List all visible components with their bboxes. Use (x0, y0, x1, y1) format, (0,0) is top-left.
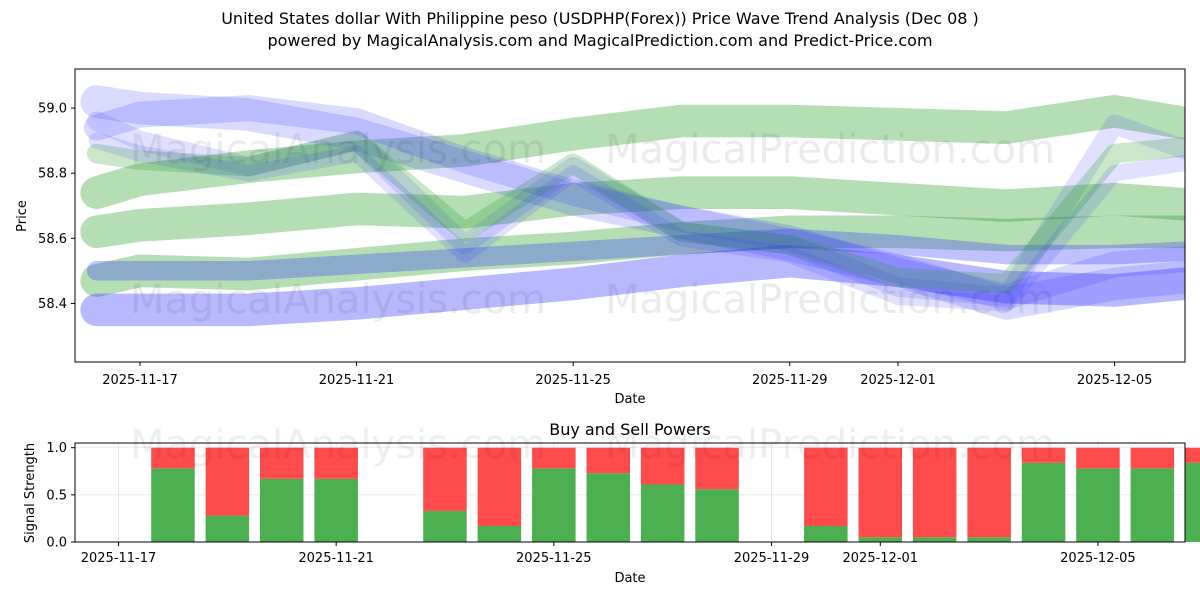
watermark-text: MagicalAnalysis.com (130, 422, 546, 468)
signal-watermarks: MagicalAnalysis.com MagicalPrediction.co… (130, 422, 1055, 468)
sell-bar (586, 447, 630, 474)
price-x-ticks: 2025-11-17 2025-11-21 2025-11-25 2025-11-29… (102, 362, 1152, 388)
buy-bar (205, 515, 250, 542)
buy-bar (314, 478, 358, 542)
y-tick-label: 58.8 (38, 167, 67, 182)
buy-bar (1076, 468, 1120, 542)
watermark-text: MagicalAnalysis.com (130, 277, 546, 323)
price-x-axis-label: Date (614, 392, 645, 407)
x-tick-label: 2025-11-29 (752, 373, 828, 388)
x-tick-label: 2025-11-21 (298, 551, 374, 566)
buy-bar (1021, 462, 1066, 542)
x-tick-label: 2025-12-01 (860, 373, 936, 388)
sell-bar (205, 447, 250, 516)
chart-title-block: United States dollar With Philippine pes… (0, 8, 1200, 52)
y-tick-label: 58.4 (38, 297, 67, 312)
price-panel: MagicalAnalysis.com MagicalPrediction.co… (15, 68, 1186, 407)
signal-x-ticks: 2025-11-17 2025-11-21 2025-11-25 2025-11-29… (81, 542, 1136, 566)
sell-bar (1076, 447, 1120, 469)
price-wave-band (80, 215, 1185, 297)
y-tick-label: 1.0 (46, 441, 67, 456)
signal-x-axis-label: Date (614, 571, 645, 586)
watermark-text: MagicalPrediction.com (605, 422, 1055, 468)
sell-bar (1130, 447, 1175, 469)
sell-bar (967, 447, 1011, 538)
sell-bar (912, 447, 957, 538)
price-plot-frame (74, 68, 1186, 363)
buy-bar (1185, 462, 1200, 542)
signal-bars (151, 447, 1200, 542)
x-tick-label: 2025-12-05 (1077, 373, 1153, 388)
x-tick-label: 2025-12-01 (843, 551, 919, 566)
chart-subtitle: powered by MagicalAnalysis.com and Magic… (267, 31, 933, 50)
buy-bar (260, 478, 304, 542)
buy-bar (423, 510, 467, 542)
signal-y-ticks: 0.0 0.5 1.0 (46, 441, 75, 551)
chart-title: United States dollar With Philippine pes… (221, 9, 979, 28)
price-wave-band (80, 244, 1185, 327)
x-tick-label: 2025-11-25 (535, 373, 611, 388)
price-y-ticks: 58.4 58.6 58.8 59.0 (38, 102, 75, 312)
buy-bar (695, 489, 739, 542)
price-wave-band (80, 85, 1185, 320)
y-tick-label: 58.6 (38, 232, 67, 247)
sell-bar (640, 447, 685, 485)
sell-bar (532, 447, 576, 469)
signal-panel: Buy and Sell Powers MagicalAnalysis.com … (23, 420, 1200, 586)
signal-panel-title: Buy and Sell Powers (549, 420, 711, 439)
buy-bar (804, 526, 848, 542)
sell-bar (314, 447, 358, 479)
signal-y-axis-label: Signal Strength (23, 443, 38, 543)
y-tick-label: 59.0 (38, 102, 67, 117)
buy-bar (858, 537, 902, 542)
watermark-text: MagicalPrediction.com (605, 277, 1055, 323)
watermark-text: MagicalPrediction.com (605, 127, 1055, 173)
price-wave-band (80, 176, 1185, 249)
buy-bar (967, 537, 1011, 542)
sell-bar (151, 447, 195, 469)
sell-bar (260, 447, 304, 479)
x-tick-label: 2025-11-25 (516, 551, 592, 566)
buy-bar (532, 468, 576, 542)
price-y-axis-label: Price (15, 200, 30, 232)
price-wave-band (86, 111, 1185, 307)
buy-bar (640, 484, 685, 542)
signal-plot-frame (74, 442, 1186, 543)
price-wave-band (86, 130, 1185, 294)
buy-bar (151, 468, 195, 542)
y-tick-label: 0.5 (46, 488, 67, 503)
sell-bar (858, 447, 902, 538)
x-tick-label: 2025-12-05 (1060, 551, 1136, 566)
price-wave-band (86, 228, 1185, 281)
price-wave-band (88, 132, 1185, 312)
buy-bar (1130, 468, 1175, 542)
sell-bar (804, 447, 848, 526)
watermark-text: MagicalAnalysis.com (130, 127, 546, 173)
sell-bar (1185, 447, 1200, 463)
sell-bar (423, 447, 467, 511)
buy-bar (586, 473, 630, 542)
sell-bar (477, 447, 522, 526)
price-wave-band (80, 95, 1185, 209)
sell-bar (1021, 447, 1066, 463)
buy-bar (912, 537, 957, 542)
x-tick-label: 2025-11-21 (319, 373, 395, 388)
x-tick-label: 2025-11-17 (102, 373, 178, 388)
x-tick-label: 2025-11-29 (734, 551, 810, 566)
price-wave-band (83, 95, 1185, 310)
price-bands (80, 85, 1185, 327)
y-tick-label: 0.0 (46, 536, 67, 551)
sell-bar (695, 447, 739, 490)
x-tick-label: 2025-11-17 (81, 551, 157, 566)
buy-bar (477, 526, 522, 542)
price-watermarks: MagicalAnalysis.com MagicalPrediction.co… (130, 127, 1055, 323)
